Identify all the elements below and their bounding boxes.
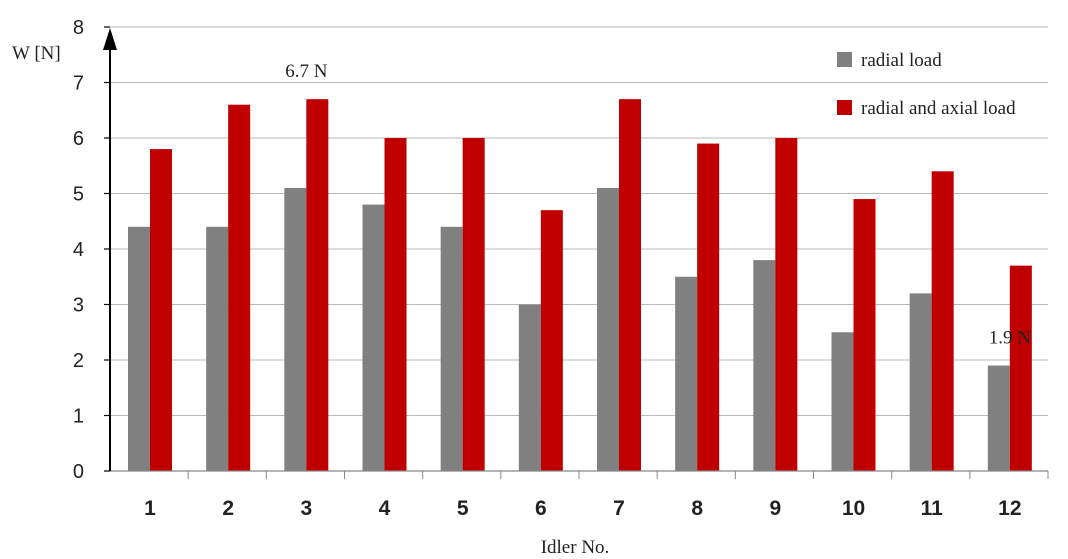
grid-lines (110, 26, 1048, 416)
bar-radial-load (284, 187, 307, 471)
x-tick-label: 3 (300, 497, 312, 520)
x-tick-label: 10 (842, 497, 865, 520)
bar-radial-load (675, 276, 698, 471)
y-tick-label: 3 (73, 295, 84, 317)
legend-label: radial and axial load (861, 98, 1016, 119)
x-tick-label: 11 (921, 497, 944, 520)
x-axis-label: Idler No. (541, 537, 610, 558)
bar-radial-load (206, 226, 229, 471)
x-tick-label: 8 (691, 497, 703, 520)
bars (128, 99, 1032, 472)
bar-radial-load (909, 293, 932, 471)
bar-radial-load (831, 332, 854, 471)
x-tick-label: 6 (535, 497, 547, 520)
bar-radial-load (440, 226, 463, 471)
y-tick-label: 5 (73, 184, 84, 206)
bar-radial-axial-load (931, 171, 954, 472)
bar-radial-axial-load (540, 210, 563, 471)
x-tick-label: 12 (998, 497, 1021, 520)
bar-radial-axial-load (228, 104, 251, 471)
bar-radial-axial-load (462, 138, 485, 471)
legend-swatch (837, 100, 852, 115)
bar-radial-axial-load (697, 143, 720, 472)
annotation-label: 1.9 N (989, 328, 1032, 349)
x-tick-label: 1 (144, 497, 156, 520)
bar-radial-load (987, 365, 1010, 471)
bar-radial-axial-load (384, 138, 407, 471)
x-tick-label: 5 (457, 497, 469, 520)
y-tick-label: 7 (73, 73, 84, 95)
bar-radial-load (362, 204, 385, 471)
bar-radial-load (518, 304, 541, 471)
bar-radial-axial-load (619, 99, 641, 472)
y-tick-label: 2 (73, 350, 84, 372)
legend-swatch (837, 52, 852, 67)
bar-radial-axial-load (150, 149, 172, 471)
bar-radial-axial-load (775, 138, 798, 471)
bar-radial-axial-load (1009, 265, 1032, 471)
axes (103, 26, 1049, 479)
y-tick-label: 6 (73, 128, 84, 150)
bar-radial-axial-load (306, 99, 329, 472)
bar-radial-load (128, 226, 150, 471)
y-tick-label: 8 (73, 17, 84, 39)
y-tick-label: 0 (73, 461, 84, 483)
annotations: 6.7 N 1.9 N (285, 61, 1031, 348)
y-axis-label: W [N] (12, 43, 61, 64)
x-tick-label: 2 (222, 497, 234, 520)
legend: radial load radial and axial load (837, 50, 1016, 119)
y-tick-label: 4 (73, 239, 84, 261)
bar-radial-load (753, 260, 776, 471)
x-tick-label: 7 (613, 497, 625, 520)
x-tick-label: 4 (379, 497, 391, 520)
y-axis-arrow-icon (103, 28, 117, 50)
bar-radial-axial-load (853, 199, 876, 472)
x-tick-label: 9 (769, 497, 781, 520)
annotation-label: 6.7 N (285, 61, 328, 82)
legend-label: radial load (861, 50, 942, 71)
bar-radial-load (597, 187, 619, 471)
y-tick-label: 1 (73, 406, 84, 428)
